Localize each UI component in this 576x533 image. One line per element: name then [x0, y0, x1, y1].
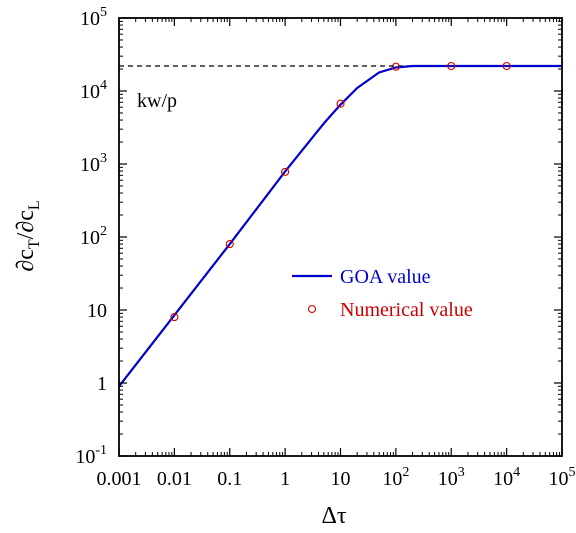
data-point-numerical: [336, 99, 345, 108]
legend-swatch-marker: [307, 304, 317, 314]
data-point-numerical: [281, 167, 290, 176]
x-tick-label: 1: [280, 468, 290, 490]
y-tick-label: 10: [87, 300, 107, 322]
x-tick-label: 0.001: [97, 468, 142, 490]
plot-frame: [118, 17, 563, 457]
x-tick-label: 105: [549, 465, 576, 490]
x-tick-label: 0.1: [217, 468, 242, 490]
reference-line-label: kw/p: [137, 90, 177, 112]
data-point-numerical: [502, 61, 511, 71]
axes: [118, 17, 563, 457]
data-point-numerical: [225, 240, 234, 249]
y-axis-title: ∂cT/∂cL: [13, 200, 43, 271]
x-tick-label: 103: [438, 465, 465, 490]
x-tick-label: 104: [493, 465, 520, 490]
ticks: [118, 17, 563, 457]
legend-label-goa: GOA value: [340, 266, 431, 288]
legend-label-numerical: Numerical value: [340, 299, 473, 321]
data-point-numerical: [447, 61, 456, 71]
y-tick-label: 10-1: [75, 443, 107, 468]
x-axis-title: Δτ: [321, 503, 346, 529]
legend: GOA value Numerical value: [292, 266, 473, 321]
y-tick-label: 103: [80, 151, 107, 176]
series-group: [118, 61, 562, 388]
y-tick-label: 102: [80, 224, 107, 249]
data-point-numerical: [170, 313, 179, 322]
x-tick-label: 102: [382, 465, 409, 490]
x-tick-label: 0.01: [157, 468, 192, 490]
y-tick-label: 105: [80, 5, 107, 30]
x-tick-label: 10: [331, 468, 351, 490]
y-tick-label: 1: [97, 373, 107, 395]
tick-labels: 0.001 0.01 0.1 1 10 102 103 104 105 10-1 1 10 102 103…: [75, 5, 575, 490]
data-point-numerical: [391, 62, 400, 71]
y-tick-label: 104: [80, 78, 107, 103]
series-line-goa: [118, 64, 562, 388]
